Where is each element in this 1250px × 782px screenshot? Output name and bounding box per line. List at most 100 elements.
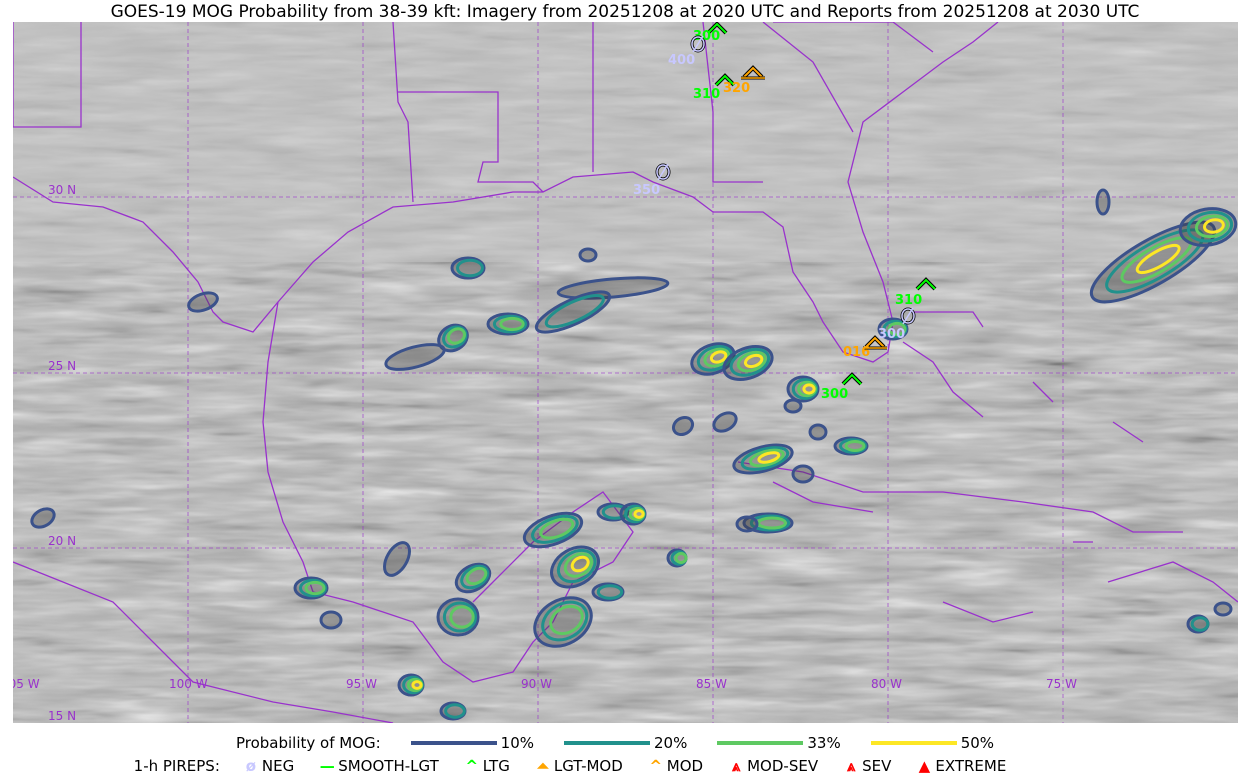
- contour-20-pct: [729, 347, 771, 377]
- axis-labels: 30 N 25 N 20 N 15 N 105 W 100 W 95 W 90 …: [13, 183, 1077, 723]
- contour-33-pct: [446, 327, 466, 345]
- legend-label: MOD-SEV: [747, 757, 819, 775]
- contour-10-pct: [578, 247, 598, 263]
- contour-33-pct: [749, 448, 785, 468]
- pirep-ltg[interactable]: 310: [895, 277, 937, 308]
- contour-20-pct: [596, 584, 624, 600]
- contour-33-pct: [449, 605, 475, 629]
- lon-label: 90 W: [521, 677, 552, 691]
- contour-20-pct: [544, 293, 605, 329]
- ltg-icon: ^: [465, 757, 479, 775]
- pirep-ltg[interactable]: 310: [693, 73, 736, 102]
- contour-10-pct: [534, 290, 612, 334]
- pirep-altitude: 300: [878, 327, 905, 342]
- contour-50-pct: [802, 383, 816, 395]
- contour-20-pct: [444, 703, 466, 719]
- lon-label: 105 W: [13, 677, 40, 691]
- contour-20-pct: [696, 344, 733, 372]
- contour-20-pct: [1190, 616, 1210, 632]
- legend-swatch-33: [717, 741, 804, 745]
- contour-33-pct: [736, 350, 767, 373]
- smooth-lgt-icon: —: [319, 757, 335, 775]
- legend-label: LTG: [482, 757, 510, 775]
- contour-50-pct: [1202, 218, 1225, 234]
- pirep-neg[interactable]: 300: [878, 307, 916, 342]
- contour-20-pct: [541, 600, 589, 642]
- neg-icon: ø: [245, 757, 257, 775]
- contour-20-pct: [1186, 210, 1234, 243]
- contour-10-pct: [712, 411, 738, 433]
- pirep-ltg[interactable]: 300: [821, 372, 863, 402]
- probability-legend: Probability of MOG: 10% 20% 33% 50%: [0, 734, 1250, 752]
- contour-20-pct: [749, 514, 791, 532]
- contour-33-pct: [465, 566, 488, 586]
- contour-10-pct: [383, 541, 411, 577]
- neg-icon: [655, 163, 671, 181]
- legend-label: 33%: [807, 734, 841, 752]
- legend-label: LGT-MOD: [553, 757, 623, 775]
- contour-10-pct: [671, 415, 695, 437]
- lat-label: 20 N: [48, 534, 76, 548]
- map-title: GOES-19 MOG Probability from 38-39 kft: …: [110, 2, 1140, 22]
- ltg-icon: [714, 73, 736, 87]
- lon-label: 85 W: [696, 677, 727, 691]
- legend-swatch-10: [410, 741, 497, 745]
- contour-10-pct: [319, 610, 343, 630]
- contour-10-pct: [522, 511, 584, 549]
- neg-icon: [690, 35, 706, 53]
- borders: [13, 22, 1238, 723]
- contour-20-pct: [299, 578, 327, 598]
- contour-10-pct: [1095, 188, 1111, 216]
- lon-label: 95 W: [346, 677, 377, 691]
- contour-33-pct: [499, 316, 525, 332]
- contour-20-pct: [456, 258, 484, 278]
- mod-sev-icon: ⩓: [731, 757, 741, 775]
- pirep-altitude: 350: [633, 183, 660, 198]
- mod-icon: [741, 65, 765, 80]
- contour-10-pct: [791, 464, 815, 484]
- extreme-icon: ▲: [918, 757, 931, 775]
- pirep-altitude: 016: [843, 345, 870, 360]
- contour-50-pct: [757, 451, 781, 464]
- lon-label: 80 W: [871, 677, 902, 691]
- contour-33-pct: [703, 347, 731, 368]
- ltg-icon: [841, 372, 863, 386]
- ltg-icon: [915, 277, 937, 291]
- pirep-mod[interactable]: 016: [843, 335, 887, 360]
- contour-10-pct: [783, 398, 803, 414]
- contour-33-pct: [563, 552, 594, 578]
- contour-20-pct: [531, 514, 579, 544]
- legend-label: 10%: [500, 734, 535, 752]
- graticule: [13, 22, 1238, 723]
- contour-10-pct: [808, 423, 828, 441]
- contour-20-pct: [740, 446, 790, 471]
- pirep-legend: 1-h PIREPS: ø NEG — SMOOTH-LGT ^ LTG ⏶ LGT-MOD ^…: [0, 757, 1250, 775]
- legend-label: EXTREME: [935, 757, 1007, 775]
- legend-label: SMOOTH-LGT: [338, 757, 439, 775]
- legend-label: 20%: [654, 734, 688, 752]
- sev-icon: ⩓: [846, 757, 856, 775]
- pirep-mod[interactable]: 320: [723, 65, 765, 96]
- contour-20-pct: [492, 314, 528, 334]
- contour-10-pct: [735, 515, 759, 533]
- pirep-neg[interactable]: 350: [633, 163, 671, 198]
- satellite-map: 30 N 25 N 20 N 15 N 105 W 100 W 95 W 90 …: [13, 22, 1238, 723]
- neg-icon: [900, 307, 916, 325]
- pirep-altitude: 300: [821, 387, 848, 402]
- contour-50-pct: [570, 555, 590, 573]
- contour-20-pct: [556, 548, 597, 584]
- legend-label: NEG: [261, 757, 295, 775]
- lgt-mod-icon: ⏶: [536, 757, 549, 775]
- contour-20-pct: [839, 438, 867, 454]
- ltg-icon: [706, 22, 728, 35]
- pirep-altitude: 400: [668, 53, 695, 68]
- pirep-altitude: 320: [723, 81, 750, 96]
- contour-50-pct: [633, 509, 645, 519]
- legend-label: SEV: [862, 757, 892, 775]
- contour-10-pct: [1213, 601, 1233, 617]
- contour-50-pct: [411, 680, 423, 690]
- pirep-neg[interactable]: 400: [668, 35, 706, 68]
- contour-33-pct: [1194, 214, 1229, 239]
- contour-50-pct: [743, 353, 764, 369]
